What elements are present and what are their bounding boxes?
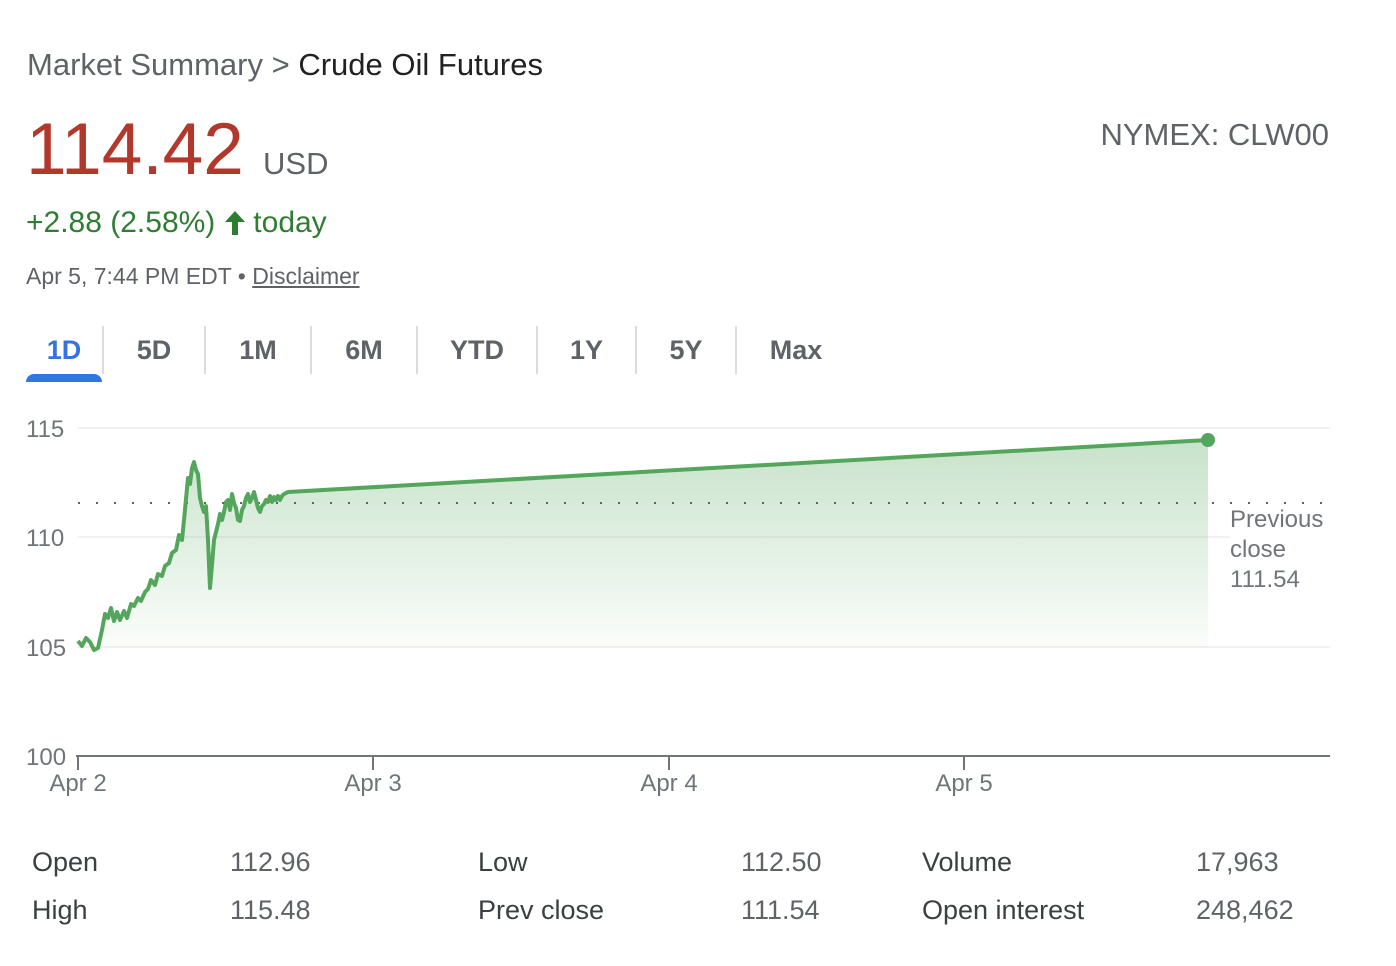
tab-5d[interactable]: 5D [104, 326, 204, 374]
arrow-up-icon [223, 209, 247, 237]
stat-value-high: 115.48 [230, 895, 311, 925]
y-label-105: 105 [26, 635, 66, 662]
tab-divider [536, 326, 538, 374]
tab-divider [310, 326, 312, 374]
tab-divider [635, 326, 637, 374]
prev-close-label-line2: close [1230, 536, 1286, 563]
current-price: 114.42 [26, 109, 244, 190]
price-area [78, 440, 1208, 650]
last-price-marker [1201, 433, 1215, 447]
tab-1y[interactable]: 1Y [538, 326, 635, 374]
tab-label: 5D [136, 334, 172, 365]
tab-label: 1D [46, 334, 82, 365]
stat-label-high: High [32, 895, 88, 925]
tab-label: YTD [450, 334, 504, 365]
tab-max[interactable]: Max [737, 326, 855, 374]
breadcrumb-current: Crude Oil Futures [298, 47, 543, 82]
tab-1d[interactable]: 1D [26, 326, 102, 382]
x-label-apr2: Apr 2 [49, 770, 106, 797]
tab-label: Max [769, 334, 823, 365]
tab-label: 5Y [669, 334, 703, 365]
stat-label-open-interest: Open interest [922, 895, 1085, 925]
tab-label: 1Y [569, 334, 604, 365]
breadcrumb-market-summary[interactable]: Market Summary [27, 47, 263, 82]
x-axis-ticks [77, 756, 965, 770]
price-change: +2.88 (2.58%) today [26, 204, 327, 242]
stat-value-prev-close: 111.54 [741, 895, 820, 925]
stat-value-low: 112.50 [741, 847, 822, 877]
tab-1m[interactable]: 1M [206, 326, 310, 374]
price-chart[interactable]: 115 110 105 100 Apr 2 Apr 3 Apr 4 Apr 5 … [0, 400, 1396, 810]
tab-label: 6M [345, 334, 383, 365]
tab-divider [735, 326, 737, 374]
x-label-apr3: Apr 3 [344, 770, 401, 797]
active-tab-indicator [26, 374, 102, 382]
stat-label-volume: Volume [922, 847, 1013, 877]
y-label-110: 110 [26, 525, 64, 552]
y-label-115: 115 [26, 416, 64, 443]
stat-label-low: Low [478, 847, 528, 877]
tab-6m[interactable]: 6M [312, 326, 416, 374]
time-range-tabs: 1D 5D 1M 6M YTD 1Y 5Y Max [26, 326, 855, 382]
change-period: today [253, 206, 327, 239]
prev-close-label-value: 111.54 [1230, 566, 1300, 593]
stat-value-open-interest: 248,462 [1196, 895, 1294, 925]
prev-close-label-line1: Previous [1230, 506, 1323, 533]
timestamp-text: Apr 5, 7:44 PM EDT [26, 263, 232, 289]
x-label-apr4: Apr 4 [640, 770, 697, 797]
stat-value-open: 112.96 [230, 847, 311, 877]
stat-label-prev-close: Prev close [478, 895, 605, 925]
x-label-apr5: Apr 5 [935, 770, 992, 797]
change-value: +2.88 (2.58%) [26, 206, 216, 239]
tab-label: 1M [239, 334, 277, 365]
y-label-100: 100 [26, 744, 66, 771]
breadcrumb: Market Summary > Crude Oil Futures [27, 46, 543, 84]
stat-label-open: Open [32, 847, 99, 877]
tab-ytd[interactable]: YTD [418, 326, 536, 374]
tab-divider [102, 326, 104, 374]
exchange-ticker: NYMEX: CLW00 [1100, 117, 1329, 152]
currency-label: USD [263, 146, 329, 181]
quote-timestamp: Apr 5, 7:44 PM EDT • Disclaimer [26, 262, 360, 290]
tab-5y[interactable]: 5Y [637, 326, 735, 374]
breadcrumb-separator: > [271, 47, 290, 82]
price-line [76, 438, 1209, 652]
bullet-separator: • [237, 263, 246, 289]
stat-value-volume: 17,963 [1196, 847, 1279, 877]
tab-divider [416, 326, 418, 374]
disclaimer-link[interactable]: Disclaimer [252, 263, 360, 289]
tab-divider [204, 326, 206, 374]
